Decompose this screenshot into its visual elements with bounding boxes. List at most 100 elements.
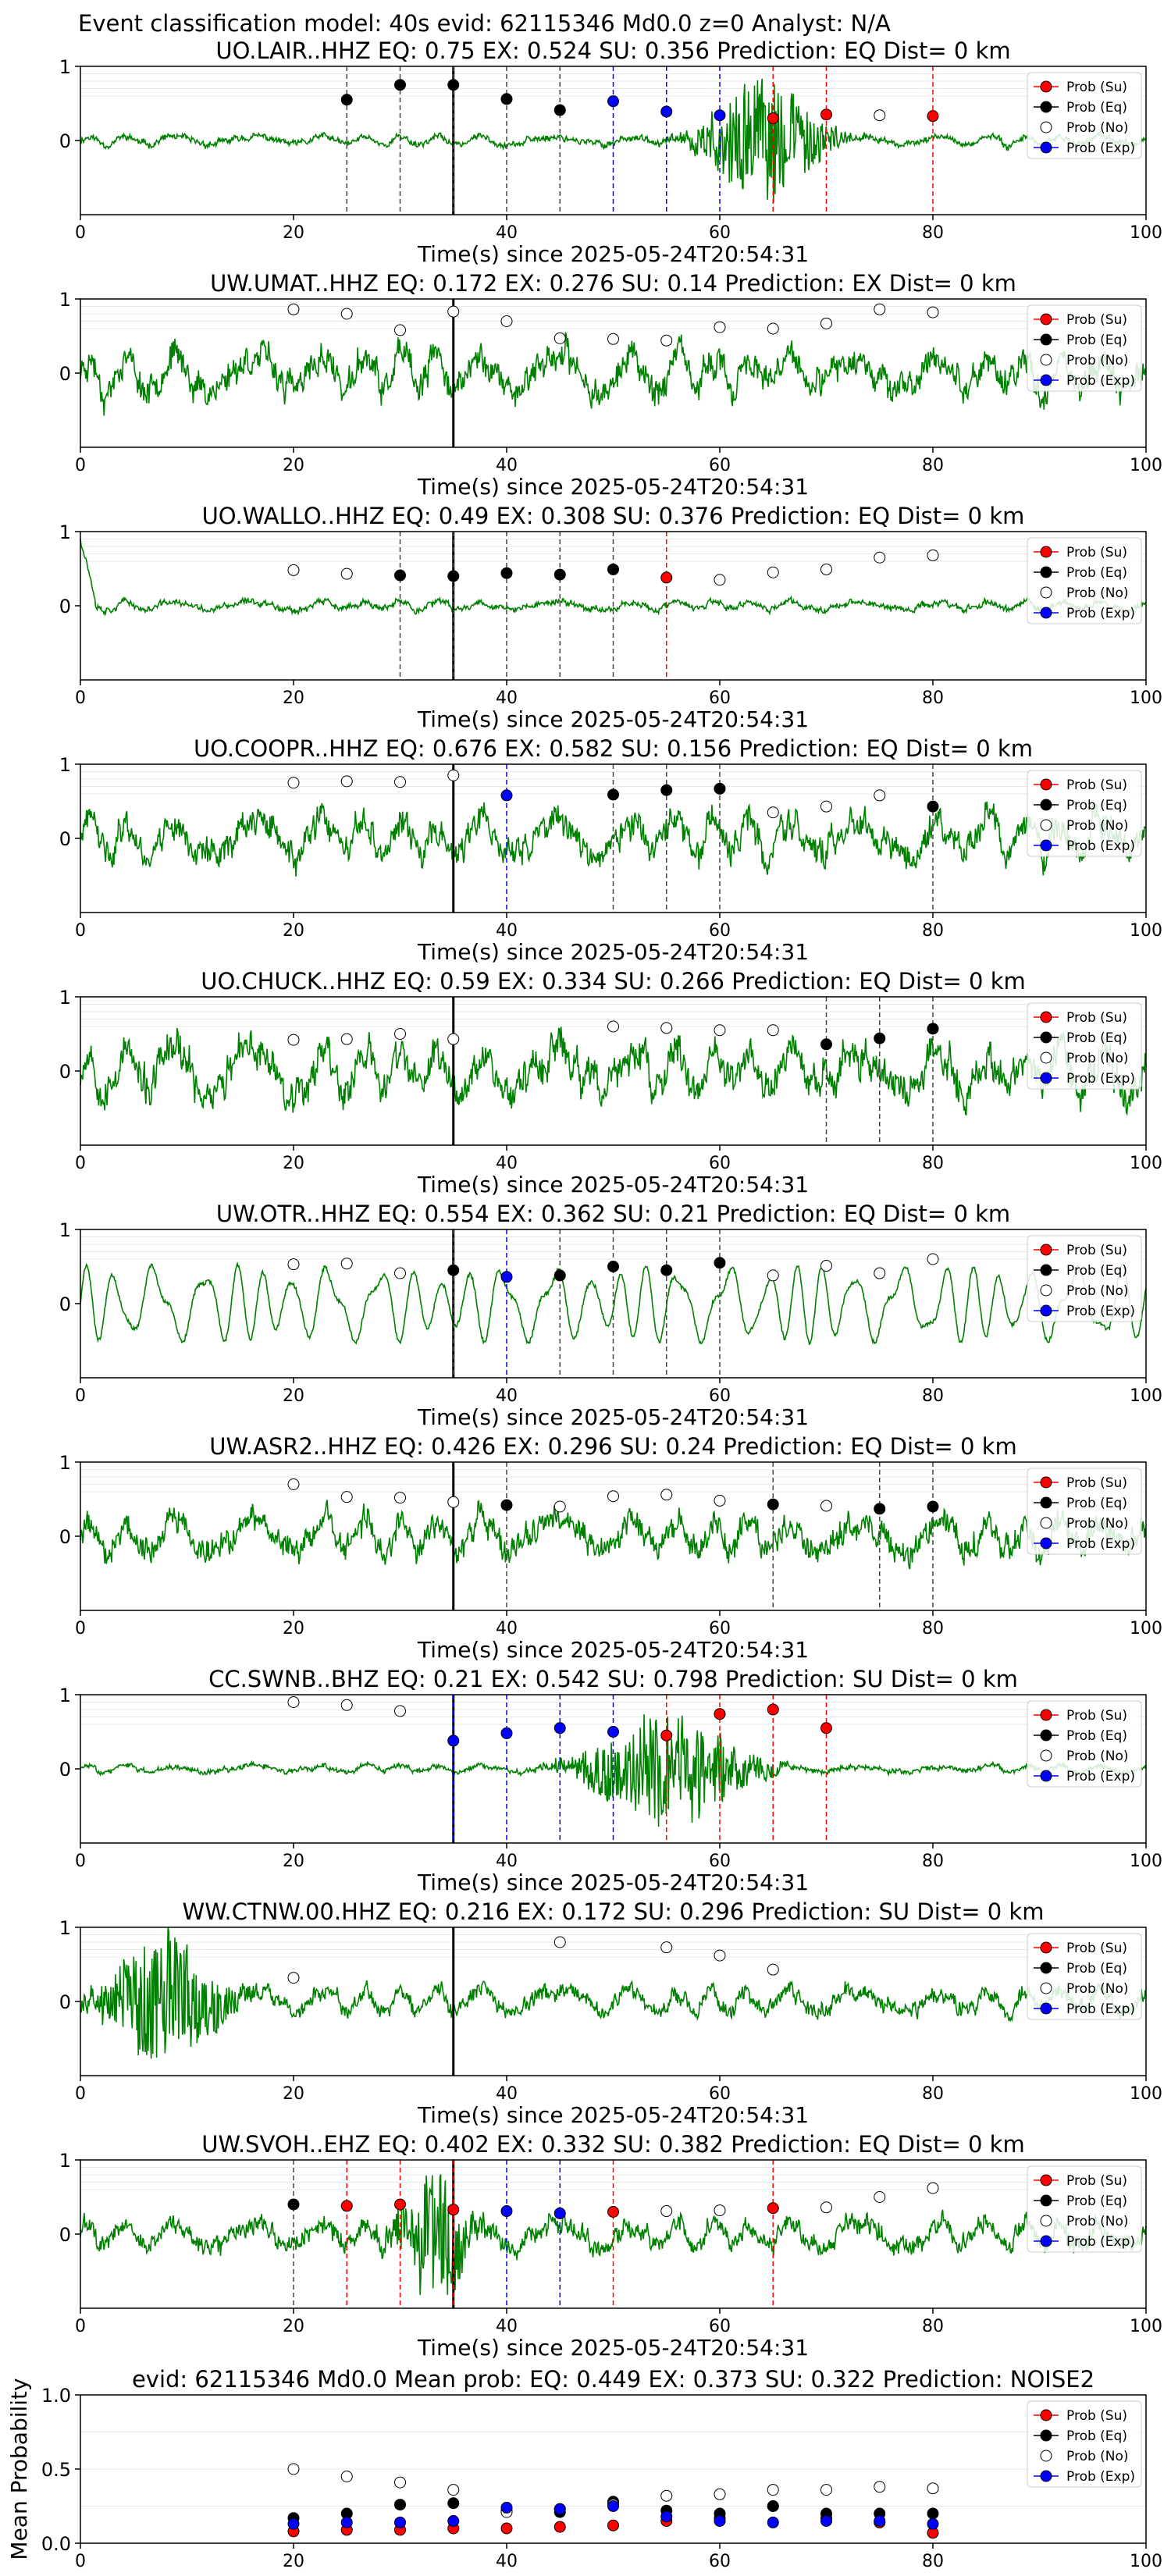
prob-point-no (660, 1489, 673, 1501)
prob-point-no (927, 1253, 939, 1265)
x-tick-label: 100 (1130, 2084, 1162, 2104)
prob-point-eq (447, 79, 460, 91)
prob-point-su (660, 571, 673, 584)
x-tick-label: 40 (496, 2552, 518, 2571)
x-tick-label: 20 (283, 1852, 304, 1871)
y-tick-label: 1 (59, 2150, 71, 2172)
legend-label: Prob (No) (1066, 2449, 1129, 2464)
mean-point-no (874, 2481, 886, 2493)
legend-marker (1040, 2409, 1052, 2421)
prob-point-no (394, 1492, 406, 1504)
prob-point-no (553, 332, 566, 344)
x-tick-label: 20 (283, 1619, 304, 1638)
legend-marker (1040, 2194, 1052, 2207)
legend-marker (1040, 2235, 1052, 2247)
x-tick-label: 20 (283, 1154, 304, 1173)
prob-point-no (767, 1269, 779, 1282)
x-axis-label: Time(s) since 2025-05-24T20:54:31 (417, 1404, 809, 1430)
x-tick-label: 60 (709, 2084, 731, 2104)
panel-title: UW.ASR2..HHZ EQ: 0.426 EX: 0.296 SU: 0.2… (209, 1433, 1017, 1460)
legend-label: Prob (Su) (1066, 545, 1127, 560)
prob-point-eq (714, 782, 726, 795)
prob-point-eq (287, 2198, 300, 2211)
panel-3: UO.WALLO..HHZ EQ: 0.49 EX: 0.308 SU: 0.3… (59, 503, 1162, 732)
panel-title: evid: 62115346 Md0.0 Mean prob: EQ: 0.44… (132, 2366, 1094, 2393)
mean-point-no (287, 2463, 300, 2475)
legend-box (1027, 2400, 1142, 2488)
x-tick-label: 40 (496, 688, 518, 708)
x-tick-label: 40 (496, 921, 518, 941)
mean-point-exp (714, 2515, 726, 2527)
prob-point-no (660, 334, 673, 347)
x-tick-label: 100 (1130, 2552, 1162, 2571)
x-tick-label: 100 (1130, 921, 1162, 941)
mean-point-exp (394, 2516, 406, 2528)
legend-marker (1040, 1264, 1052, 1276)
prob-point-su (767, 2202, 779, 2215)
mean-point-no (820, 2484, 832, 2496)
prob-point-exp (500, 1271, 513, 1283)
mean-point-no (394, 2476, 406, 2489)
panel-title: UO.LAIR..HHZ EQ: 0.75 EX: 0.524 SU: 0.35… (215, 37, 1010, 64)
prob-point-no (874, 303, 886, 315)
prob-point-no (447, 1033, 460, 1045)
x-tick-label: 100 (1130, 1154, 1162, 1173)
x-tick-label: 80 (922, 456, 944, 475)
mean-point-exp (874, 2515, 886, 2527)
legend-box (1027, 537, 1142, 624)
y-tick-label: 1 (59, 987, 71, 1009)
x-tick-label: 40 (496, 456, 518, 475)
panel-title: UW.SVOH..EHZ EQ: 0.402 EX: 0.332 SU: 0.3… (201, 2131, 1024, 2158)
prob-point-no (820, 2201, 832, 2214)
prob-point-no (287, 1478, 300, 1490)
legend-marker (1040, 80, 1052, 93)
legend-label: Prob (Eq) (1066, 100, 1127, 116)
prob-point-exp (660, 105, 673, 118)
x-tick-label: 80 (922, 1154, 944, 1173)
prob-point-exp (553, 1722, 566, 1735)
mean-point-exp (340, 2516, 353, 2528)
x-axis-label: Time(s) since 2025-05-24T20:54:31 (417, 474, 809, 500)
prob-point-eq (767, 1498, 779, 1510)
prob-point-no (660, 2205, 673, 2218)
x-tick-label: 80 (922, 2552, 944, 2571)
panel-9: WW.CTNW.00.HHZ EQ: 0.216 EX: 0.172 SU: 0… (59, 1898, 1162, 2128)
x-tick-label: 60 (709, 688, 731, 708)
x-tick-label: 20 (283, 2084, 304, 2104)
legend-marker (1040, 1304, 1052, 1317)
prob-point-no (340, 775, 353, 788)
legend-marker (1040, 546, 1052, 558)
legend-label: Prob (Exp) (1066, 141, 1135, 156)
prob-point-eq (927, 800, 939, 813)
prob-point-no (927, 549, 939, 561)
mean-point-exp (927, 2517, 939, 2530)
prob-point-eq (927, 1500, 939, 1513)
prob-point-no (287, 777, 300, 789)
prob-point-no (447, 1496, 460, 1508)
prob-point-eq (874, 1032, 886, 1044)
legend-label: Prob (Su) (1066, 1708, 1127, 1724)
y-tick-label: 1 (59, 1685, 71, 1706)
prob-point-no (340, 308, 353, 320)
legend-marker (1040, 1749, 1052, 1762)
prob-point-no (874, 551, 886, 564)
legend-marker (1040, 1982, 1052, 1994)
x-tick-label: 0 (75, 223, 86, 243)
legend-marker (1040, 1051, 1052, 1064)
x-axis-label: Time(s) since 2025-05-24T20:54:31 (417, 1637, 809, 1663)
legend-marker (1040, 333, 1052, 346)
prob-point-eq (553, 568, 566, 581)
x-tick-label: 60 (709, 2317, 731, 2336)
legend-label: Prob (Eq) (1066, 1263, 1127, 1279)
x-tick-label: 80 (922, 2317, 944, 2336)
mean-point-eq (394, 2499, 406, 2511)
prob-point-eq (553, 1269, 566, 1282)
mean-point-su (500, 2522, 513, 2535)
x-tick-label: 80 (922, 1619, 944, 1638)
x-tick-label: 0 (75, 2317, 86, 2336)
legend-label: Prob (Exp) (1066, 2234, 1135, 2250)
mean-point-eq (767, 2500, 779, 2512)
prob-point-no (820, 1500, 832, 1512)
prob-point-su (767, 1703, 779, 1716)
prob-point-no (767, 322, 779, 335)
